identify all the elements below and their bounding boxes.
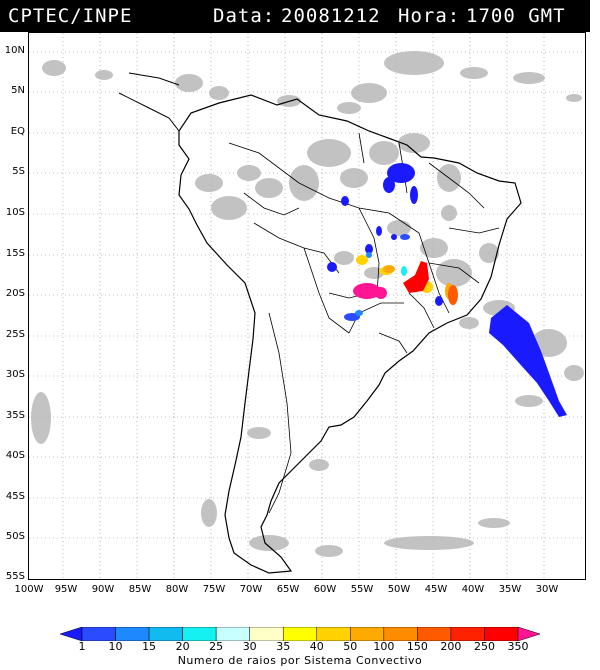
lat-label: 5S bbox=[12, 166, 25, 177]
colorbar-segment bbox=[350, 627, 385, 641]
colorbar-tick-label: 100 bbox=[373, 640, 395, 653]
lat-label: 25S bbox=[5, 329, 25, 340]
convective-systems bbox=[327, 163, 567, 417]
south-america-map bbox=[29, 33, 585, 579]
lat-label: 5N bbox=[11, 85, 25, 96]
colorbar-segment bbox=[249, 627, 284, 641]
lon-label: 40W bbox=[461, 584, 485, 595]
cloud-cover bbox=[31, 51, 584, 557]
central-america-coast bbox=[118, 72, 180, 132]
colorbar-segment bbox=[81, 627, 116, 641]
colorbar-tick-label: 40 bbox=[309, 640, 324, 653]
colorbar-segment bbox=[417, 627, 452, 641]
colorbar-tick-label: 30 bbox=[242, 640, 257, 653]
lon-label: 35W bbox=[498, 584, 522, 595]
colorbar-tick-label: 1 bbox=[78, 640, 86, 653]
time-label: Hora: bbox=[398, 5, 461, 27]
map-panel bbox=[28, 32, 586, 580]
lon-label: 85W bbox=[128, 584, 152, 595]
lat-label: 50S bbox=[5, 531, 25, 542]
country-borders bbox=[228, 132, 500, 514]
colorbar-segment bbox=[282, 627, 318, 641]
colorbar-segment bbox=[450, 627, 485, 641]
colorbar-tick-label: 35 bbox=[276, 640, 291, 653]
colorbar-tick-labels: 1 10 15 20 25 30 35 40 50 100 150 200 250 350 bbox=[0, 640, 600, 654]
map-header: CPTEC/INPE Data: 20081212 Hora: 1700 GMT bbox=[0, 0, 590, 32]
lon-label: 100W bbox=[14, 584, 44, 595]
lon-label: 75W bbox=[202, 584, 226, 595]
colorbar-segment bbox=[115, 627, 150, 641]
lon-label: 50W bbox=[387, 584, 411, 595]
lat-label: 35S bbox=[5, 410, 25, 421]
source-title: CPTEC/INPE bbox=[8, 5, 133, 27]
colorbar-tick-label: 20 bbox=[175, 640, 190, 653]
lon-label: 55W bbox=[350, 584, 374, 595]
lat-label: 10S bbox=[5, 207, 25, 218]
lon-label: 45W bbox=[424, 584, 448, 595]
lon-label: 30W bbox=[535, 584, 559, 595]
lat-label: 20S bbox=[5, 288, 25, 299]
colorbar-segment bbox=[182, 627, 217, 641]
lat-label: 45S bbox=[5, 491, 25, 502]
colorbar-segment bbox=[383, 627, 418, 641]
colorbar-tick-label: 10 bbox=[108, 640, 123, 653]
colorbar bbox=[60, 627, 540, 641]
colorbar-segment bbox=[148, 627, 183, 641]
lon-label: 95W bbox=[54, 584, 78, 595]
lat-label: 40S bbox=[5, 450, 25, 461]
colorbar-tick-label: 200 bbox=[440, 640, 462, 653]
lon-label: 70W bbox=[239, 584, 263, 595]
lat-label: 55S bbox=[5, 571, 25, 582]
lat-label: 30S bbox=[5, 369, 25, 380]
colorbar-tick-label: 25 bbox=[209, 640, 224, 653]
lat-label: EQ bbox=[10, 126, 25, 137]
colorbar-tick-label: 250 bbox=[473, 640, 495, 653]
colorbar-segment bbox=[316, 627, 351, 641]
colorbar-tick-label: 15 bbox=[142, 640, 157, 653]
lat-label: 10N bbox=[4, 45, 25, 56]
lon-label: 90W bbox=[91, 584, 115, 595]
colorbar-segment bbox=[484, 627, 519, 641]
lon-label: 65W bbox=[276, 584, 300, 595]
date-value: 20081212 bbox=[281, 5, 381, 27]
colorbar-tick-label: 150 bbox=[406, 640, 428, 653]
coastline bbox=[178, 94, 522, 574]
colorbar-segment bbox=[60, 627, 83, 641]
legend-caption: Numero de raios por Sistema Convectivo bbox=[177, 654, 423, 667]
date-label: Data: bbox=[213, 5, 276, 27]
colorbar-segment bbox=[215, 627, 250, 641]
colorbar-segment bbox=[517, 627, 540, 641]
lon-label: 80W bbox=[165, 584, 189, 595]
time-value: 1700 GMT bbox=[466, 5, 566, 27]
colorbar-tick-label: 50 bbox=[343, 640, 358, 653]
lat-label: 15S bbox=[5, 248, 25, 259]
lon-label: 60W bbox=[313, 584, 337, 595]
colorbar-tick-label: 350 bbox=[507, 640, 529, 653]
